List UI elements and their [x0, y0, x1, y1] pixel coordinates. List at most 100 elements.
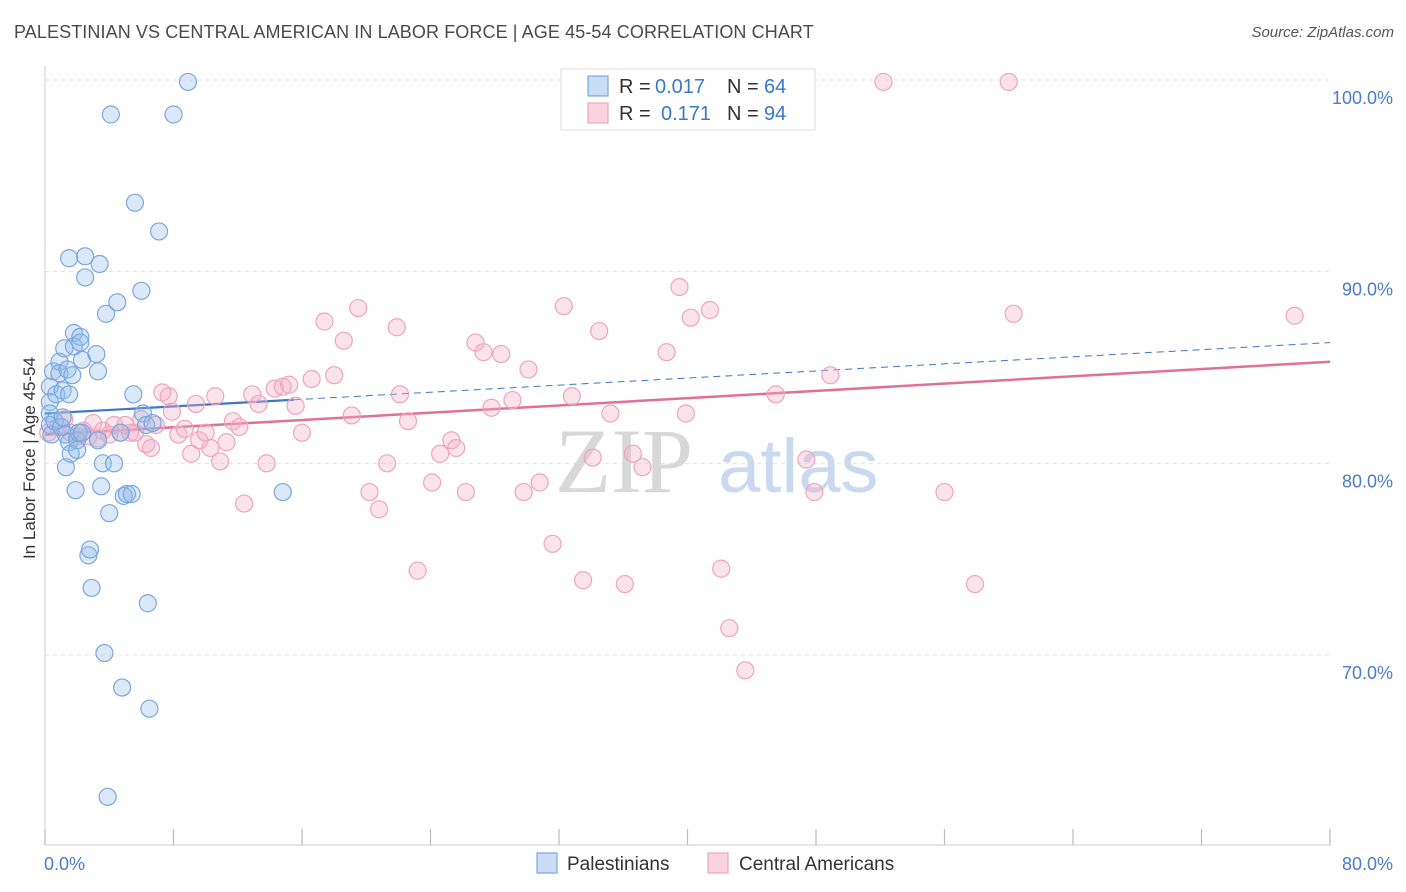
central-americans-point-38	[257, 454, 276, 473]
central-americans-point-61	[456, 482, 475, 502]
central-americans-point-97	[1004, 304, 1023, 323]
central-americans-point-96	[999, 72, 1018, 92]
central-americans-point-92	[821, 366, 840, 385]
palestinians-point-40	[90, 254, 109, 274]
palestinians-points	[40, 72, 292, 806]
palestinians-point-31	[72, 423, 92, 442]
central-americans-point-95	[965, 574, 985, 594]
central-americans-point-66	[503, 390, 522, 410]
central-americans-point-40	[273, 377, 292, 396]
central-americans-point-14	[121, 423, 140, 442]
legend-r-value-2: 0.171	[661, 103, 711, 125]
central-americans-point-31	[210, 452, 230, 471]
central-americans-point-45	[315, 312, 334, 331]
watermark-zip: ZIP	[555, 410, 693, 512]
palestinians-trend-dashed	[293, 342, 1331, 401]
central-americans-point-57	[423, 473, 442, 492]
palestinians-point-64	[164, 105, 183, 124]
central-americans-point-47	[334, 331, 353, 350]
palestinians-point-4	[42, 425, 61, 444]
central-americans-point-64	[482, 398, 501, 417]
bottom-legend: Palestinians Central Americans	[536, 852, 894, 875]
legend-n-value-2: 94	[764, 103, 786, 125]
palestinians-point-56	[125, 193, 145, 212]
legend-r-value-1: 0.017	[655, 76, 705, 98]
central-americans-point-58	[431, 444, 450, 463]
palestinians-point-24	[66, 481, 85, 500]
palestinians-point-45	[98, 787, 117, 806]
palestinians-point-32	[76, 247, 95, 266]
central-americans-point-90	[797, 450, 816, 469]
central-americans-point-44	[302, 369, 321, 389]
chart-title: PALESTINIAN VS CENTRAL AMERICAN IN LABOR…	[14, 22, 814, 42]
central-americans-point-98	[1285, 306, 1304, 325]
central-americans-point-71	[554, 297, 573, 316]
central-americans-point-36	[243, 385, 262, 404]
central-americans-point-52	[378, 454, 397, 473]
central-americans-point-19	[146, 415, 165, 435]
central-americans-point-37	[249, 394, 268, 414]
palestinians-point-21	[63, 366, 82, 385]
palestinians-point-62	[143, 413, 162, 433]
central-americans-point-70	[543, 534, 562, 553]
central-americans-point-54	[390, 385, 410, 404]
central-americans-point-53	[387, 318, 406, 337]
watermark: ZIP atlas	[555, 410, 879, 512]
central-americans-point-50	[360, 482, 379, 502]
central-americans-point-22	[162, 402, 181, 421]
bottom-legend-swatch-palestinians	[536, 852, 558, 874]
palestinians-point-33	[76, 268, 95, 287]
palestinians-point-47	[101, 105, 120, 124]
palestinians-point-39	[88, 431, 108, 450]
palestinians-point-63	[149, 222, 169, 241]
x-tick-labels: 0.0% 80.0%	[44, 854, 1393, 874]
central-americans-point-77	[615, 574, 634, 594]
central-americans-point-74	[583, 448, 602, 467]
legend-swatch-central-americans	[587, 102, 609, 124]
palestinians-point-58	[133, 404, 153, 423]
palestinians-point-35	[80, 540, 100, 559]
central-americans-point-82	[676, 404, 695, 423]
central-americans-point-67	[514, 482, 533, 502]
palestinians-point-36	[82, 578, 101, 598]
central-americans-point-51	[370, 500, 389, 519]
central-americans-point-63	[474, 343, 493, 362]
central-americans-point-84	[700, 300, 720, 320]
central-americans-point-80	[657, 343, 676, 362]
palestinians-point-53	[117, 484, 137, 504]
palestinians-trend-solid	[44, 398, 295, 415]
palestinians-point-41	[92, 477, 111, 496]
palestinians-point-49	[108, 293, 127, 312]
palestinians-point-37	[87, 344, 106, 364]
central-americans-point-79	[633, 458, 652, 477]
central-americans-point-85	[712, 559, 731, 578]
central-americans-point-18	[141, 438, 161, 458]
palestinians-point-60	[138, 594, 157, 613]
central-americans-point-93	[874, 72, 893, 92]
palestinians-point-44	[96, 304, 116, 323]
palestinians-point-28	[71, 327, 90, 346]
central-americans-point-49	[349, 298, 368, 318]
central-americans-point-25	[182, 444, 201, 463]
palestinians-point-12	[53, 408, 72, 427]
central-americans-point-48	[342, 406, 361, 425]
source-label: Source: ZipAtlas.com	[1251, 24, 1394, 41]
central-americans-trend	[44, 360, 1331, 436]
central-americans-point-83	[681, 308, 700, 327]
watermark-atlas: atlas	[718, 424, 879, 509]
central-americans-point-21	[159, 387, 178, 406]
legend-n-label-1: N =	[727, 76, 759, 98]
palestinians-point-15	[56, 458, 75, 477]
y-tick-label-70: 70.0%	[1342, 663, 1393, 683]
central-americans-point-86	[720, 619, 739, 638]
central-americans-point-34	[230, 417, 249, 437]
palestinians-point-50	[111, 423, 130, 442]
top-legend: R = 0.017 N = 64 R = 0.171 N = 94	[560, 68, 816, 131]
central-americans-point-89	[766, 385, 785, 404]
central-americans-point-72	[562, 387, 581, 406]
palestinians-point-59	[137, 415, 156, 435]
central-americans-point-42	[286, 396, 305, 415]
palestinians-point-51	[112, 678, 132, 697]
central-americans-point-73	[573, 571, 593, 590]
palestinians-point-5	[43, 362, 63, 381]
